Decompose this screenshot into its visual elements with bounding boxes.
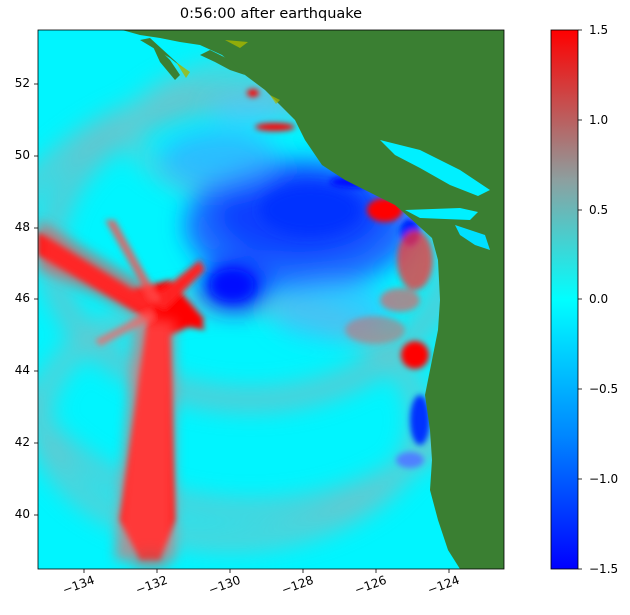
y-tick-label: 42 [14, 435, 30, 449]
ridge-glow [38, 220, 175, 569]
colorbar-tick-label: −0.5 [589, 382, 619, 396]
map-title: 0:56:00 after earthquake [179, 6, 363, 22]
islands [150, 40, 292, 112]
colorbar-tick-label: 1.5 [589, 23, 609, 37]
y-tick-label: 50 [14, 148, 30, 162]
y-tick-label: 44 [14, 363, 30, 377]
y-tick-label: 52 [14, 76, 30, 90]
colorbar-tick-marks [578, 29, 582, 570]
y-tick-marks [34, 83, 38, 516]
y-tick-label: 48 [14, 220, 30, 234]
colorbar-tick-label: 0.0 [589, 292, 609, 306]
colorbar-tick-label: 0.5 [589, 203, 609, 217]
colorbar-tick-label: −1.0 [589, 472, 619, 486]
negative-wave-core [210, 185, 360, 301]
land-mass [122, 30, 504, 569]
y-tick-label: 46 [14, 291, 30, 305]
x-tick-marks [83, 569, 450, 573]
map-plot-area [38, 30, 504, 569]
plot-frame [37, 29, 505, 570]
y-tick-label: 40 [14, 507, 30, 521]
colorbar-tick-label: −1.5 [589, 562, 619, 576]
colorbar [550, 29, 579, 570]
colorbar-tick-label: 1.0 [589, 113, 609, 127]
